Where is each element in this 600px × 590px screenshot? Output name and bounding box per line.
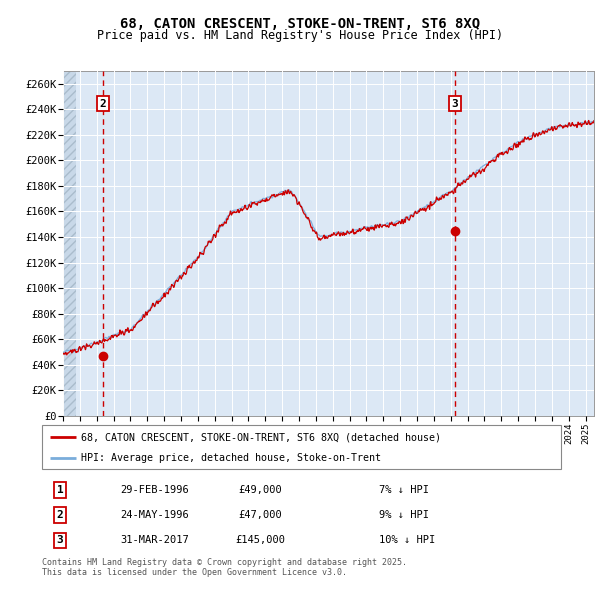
Text: 3: 3 — [57, 535, 64, 545]
Text: £47,000: £47,000 — [238, 510, 282, 520]
Text: 2: 2 — [100, 99, 106, 109]
Text: 24-MAY-1996: 24-MAY-1996 — [120, 510, 188, 520]
Text: Contains HM Land Registry data © Crown copyright and database right 2025.
This d: Contains HM Land Registry data © Crown c… — [42, 558, 407, 577]
Text: 7% ↓ HPI: 7% ↓ HPI — [379, 485, 430, 495]
Text: Price paid vs. HM Land Registry's House Price Index (HPI): Price paid vs. HM Land Registry's House … — [97, 29, 503, 42]
Text: £49,000: £49,000 — [238, 485, 282, 495]
Text: 1: 1 — [57, 485, 64, 495]
Text: HPI: Average price, detached house, Stoke-on-Trent: HPI: Average price, detached house, Stok… — [81, 453, 381, 463]
Text: 2: 2 — [57, 510, 64, 520]
Text: 31-MAR-2017: 31-MAR-2017 — [120, 535, 188, 545]
Text: £145,000: £145,000 — [235, 535, 285, 545]
Text: 10% ↓ HPI: 10% ↓ HPI — [379, 535, 436, 545]
Text: 68, CATON CRESCENT, STOKE-ON-TRENT, ST6 8XQ (detached house): 68, CATON CRESCENT, STOKE-ON-TRENT, ST6 … — [81, 432, 441, 442]
Text: 9% ↓ HPI: 9% ↓ HPI — [379, 510, 430, 520]
Text: 3: 3 — [452, 99, 458, 109]
Text: 29-FEB-1996: 29-FEB-1996 — [120, 485, 188, 495]
Text: 68, CATON CRESCENT, STOKE-ON-TRENT, ST6 8XQ: 68, CATON CRESCENT, STOKE-ON-TRENT, ST6 … — [120, 17, 480, 31]
FancyBboxPatch shape — [42, 425, 561, 469]
